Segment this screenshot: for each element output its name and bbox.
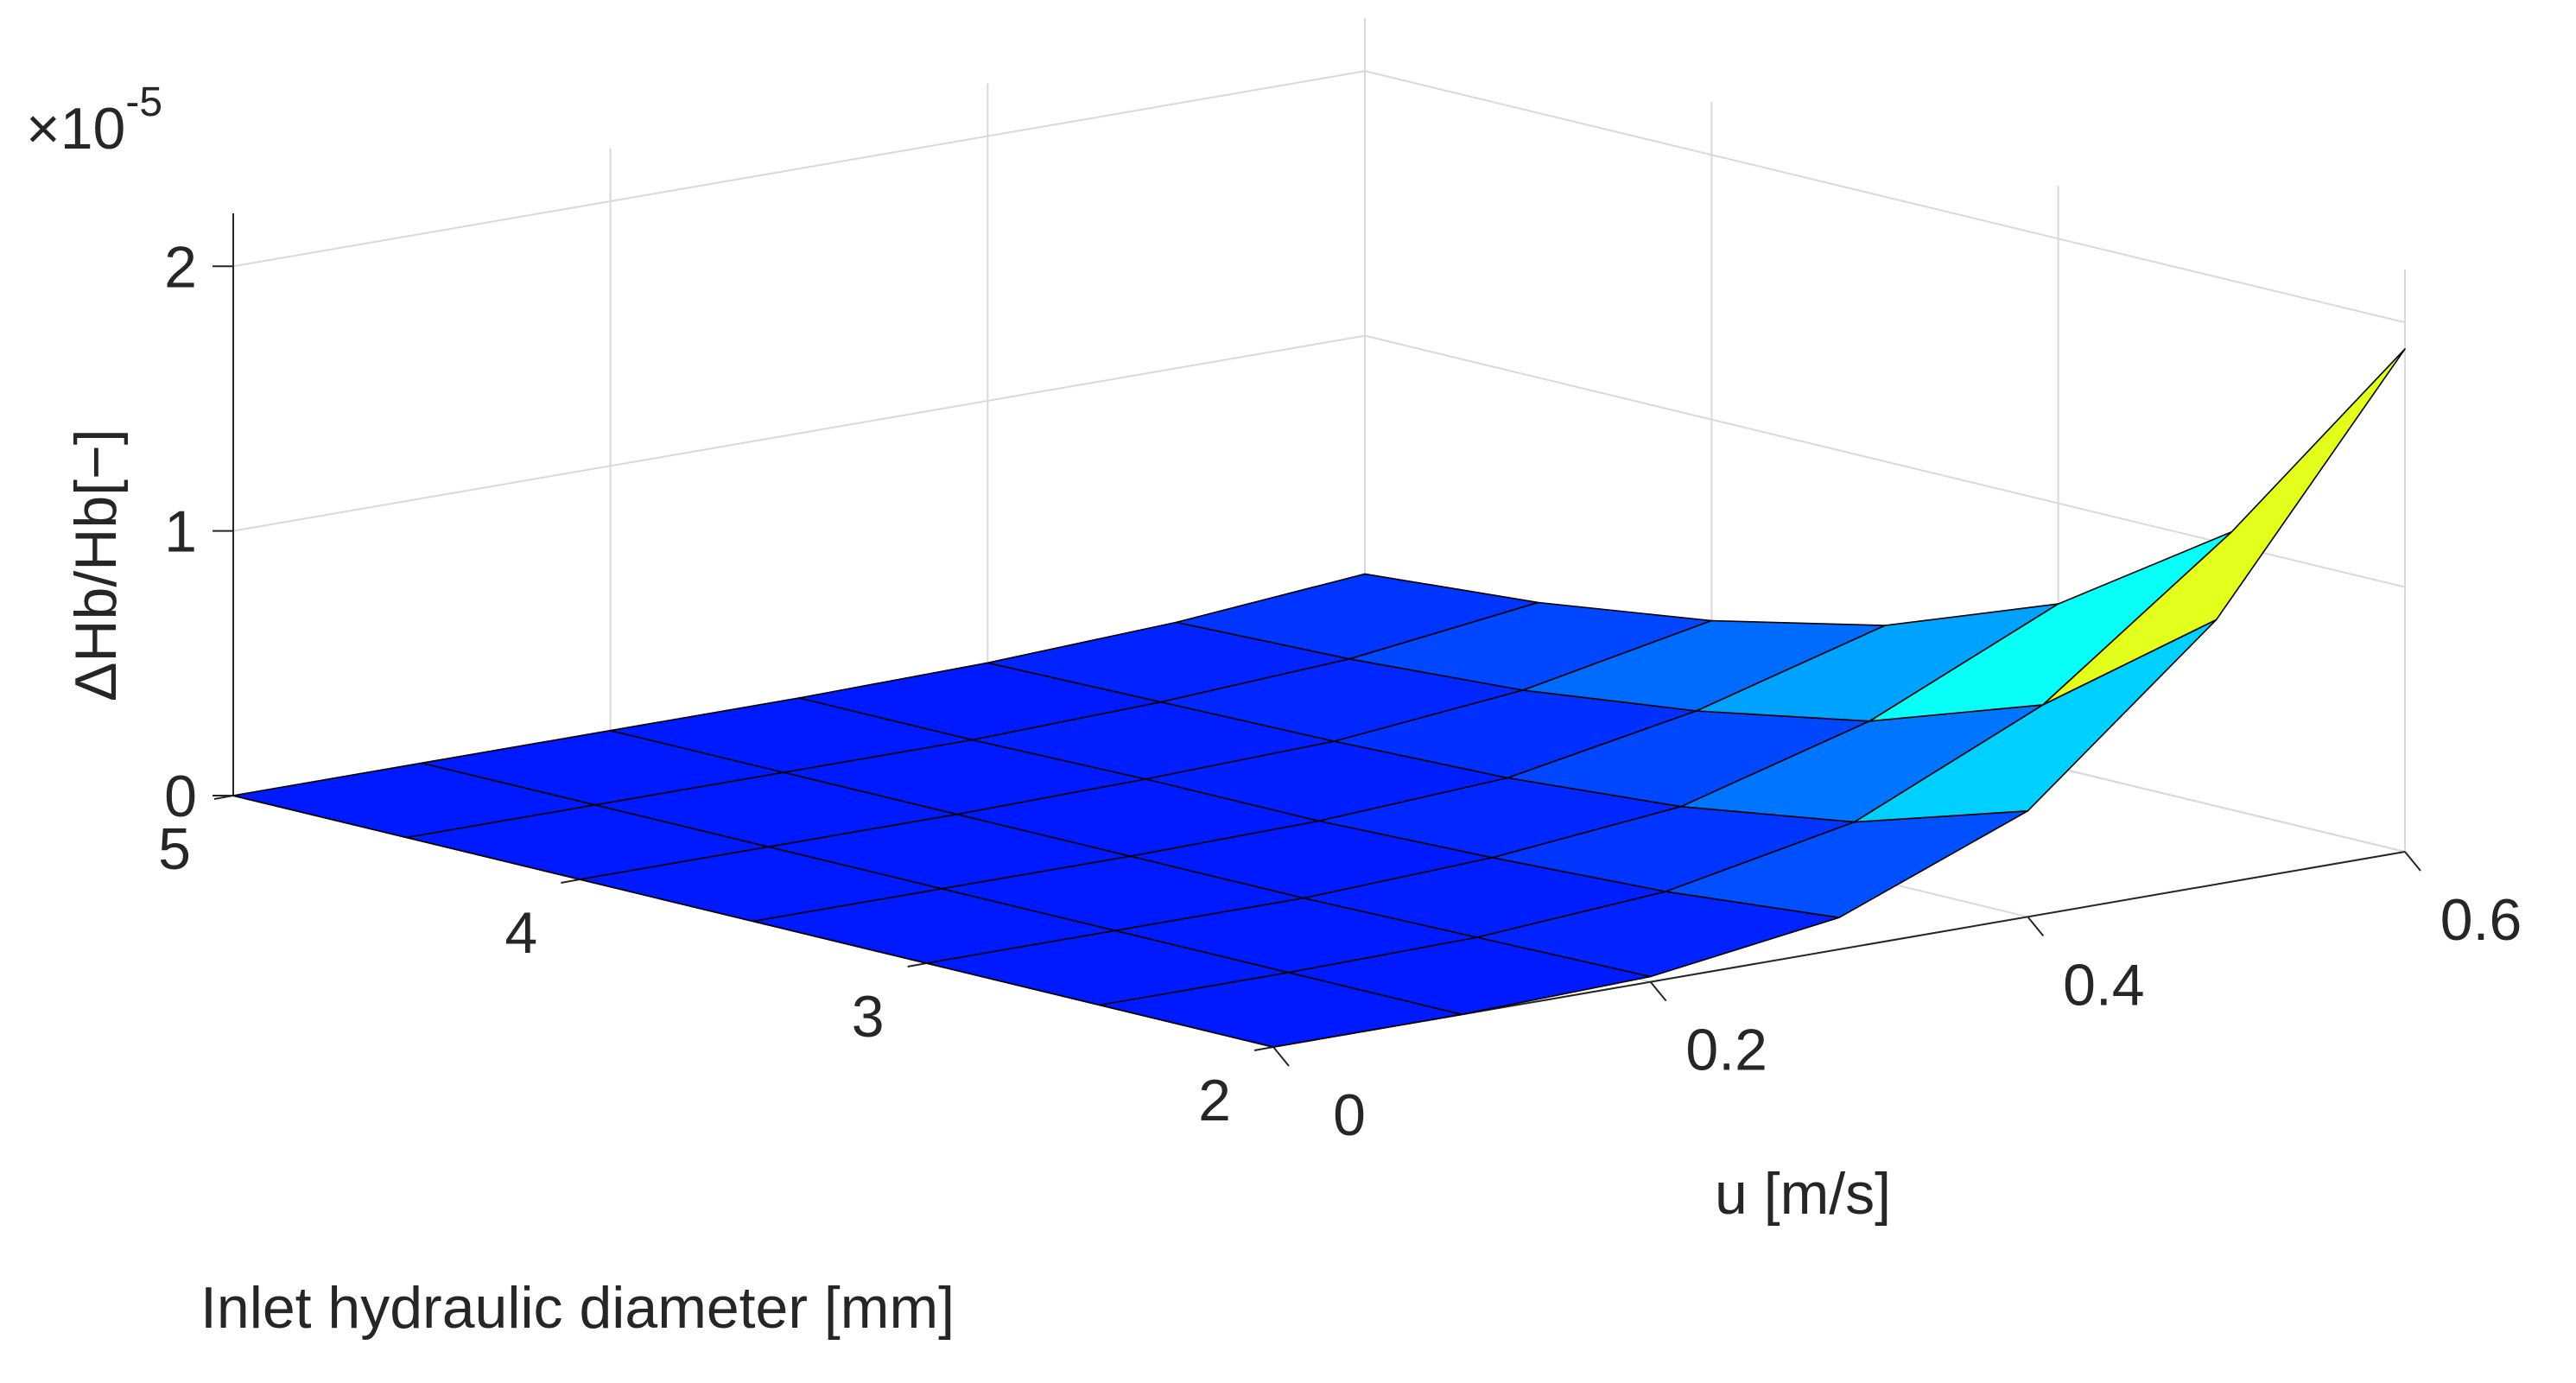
- z-exponent-label: ×10-5: [26, 79, 162, 162]
- x-tick: [2404, 851, 2421, 872]
- y-tick: [561, 879, 581, 884]
- y-tick: [1253, 1046, 1274, 1051]
- y-tick-label: 2: [1198, 1068, 1231, 1133]
- z-axis-label: ΔHb/Hb[−]: [63, 428, 129, 701]
- z-tick-label: 1: [164, 499, 197, 565]
- y-tick-label: 4: [504, 900, 537, 966]
- z-tick-label: 2: [164, 234, 197, 300]
- surface: [232, 348, 2406, 1048]
- y-tick-label: 5: [158, 816, 191, 882]
- surface-patch: [2042, 348, 2406, 706]
- x-tick-label: 0.4: [2063, 952, 2145, 1018]
- y-tick: [907, 962, 927, 967]
- z-grid-line: [232, 70, 1366, 268]
- z-grid-line: [232, 334, 1366, 532]
- x-tick-label: 0.2: [1685, 1018, 1767, 1083]
- x-tick-label: 0: [1333, 1082, 1366, 1148]
- x-tick: [1649, 981, 1667, 1002]
- x-tick-label: 0.6: [2440, 887, 2522, 953]
- y-tick-label: 3: [852, 984, 885, 1050]
- z-grid-line: [1364, 70, 2406, 324]
- x-tick: [2027, 916, 2045, 936]
- y-axis-label: Inlet hydraulic diameter [mm]: [200, 1275, 955, 1341]
- z-tick-label: 0: [164, 764, 197, 829]
- x-axis-label: u [m/s]: [1715, 1161, 1891, 1227]
- x-tick: [1272, 1046, 1290, 1067]
